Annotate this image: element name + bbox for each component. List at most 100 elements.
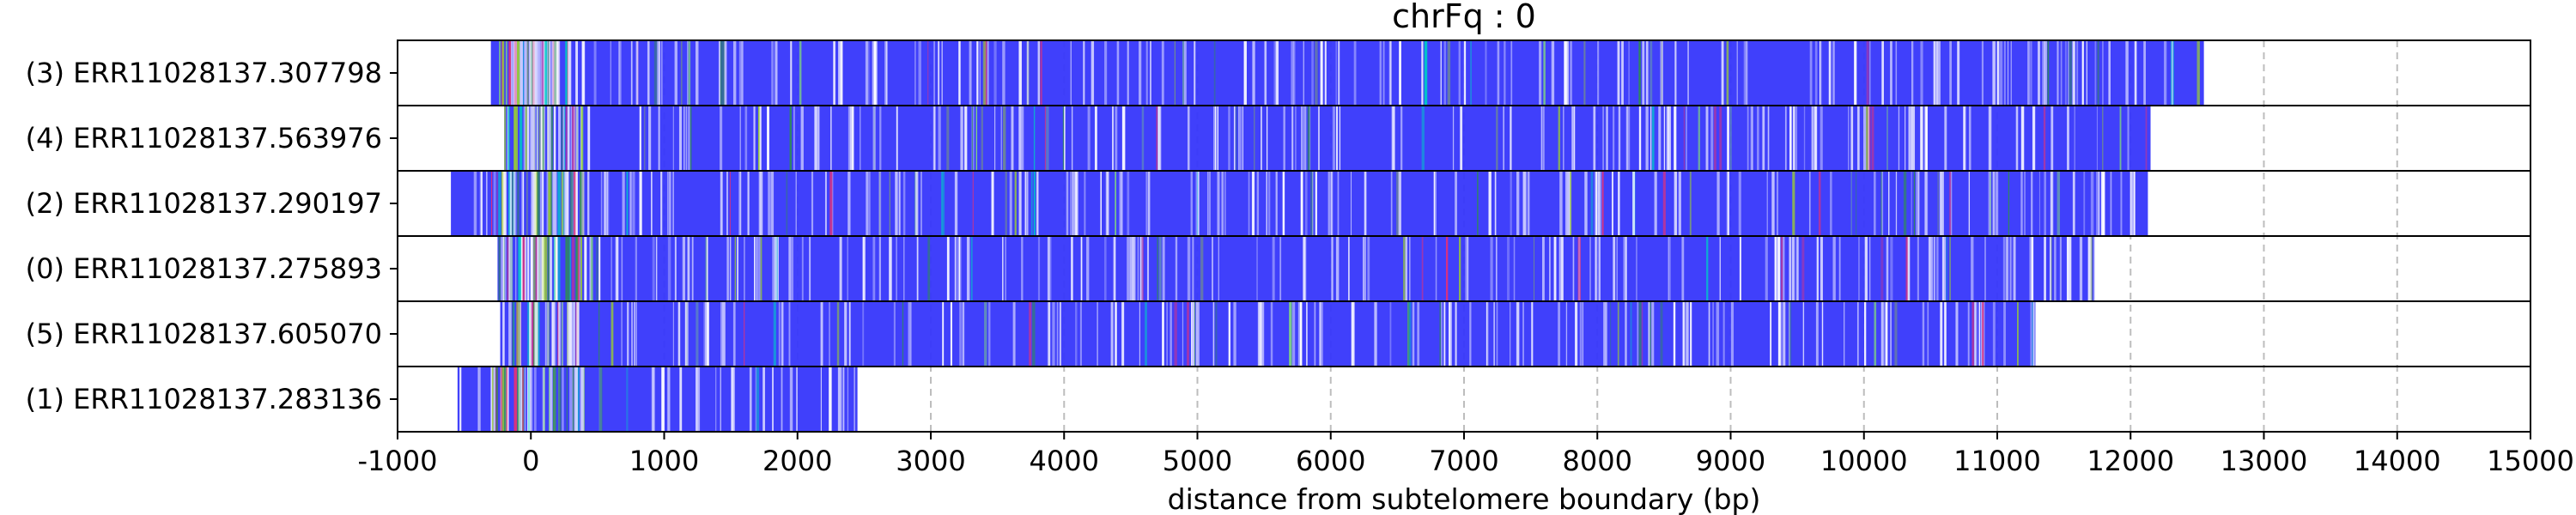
variant-stripe — [840, 41, 843, 105]
variant-stripe — [632, 172, 635, 235]
variant-stripe — [958, 41, 961, 105]
variant-stripe — [591, 237, 593, 300]
variant-stripe — [1863, 302, 1867, 366]
variant-stripe — [1968, 106, 1971, 170]
variant-stripe — [1976, 302, 1978, 366]
variant-stripe — [1821, 302, 1824, 366]
x-tick-label: 10000 — [1820, 445, 1908, 477]
variant-stripe — [1605, 106, 1607, 170]
variant-stripe — [1399, 41, 1401, 105]
variant-stripe — [1412, 302, 1415, 366]
variant-stripe — [1971, 302, 1974, 366]
variant-stripe — [580, 237, 583, 300]
variant-stripe — [1838, 237, 1841, 300]
variant-stripe — [1673, 302, 1676, 366]
variant-stripe — [2102, 172, 2104, 235]
variant-stripe — [760, 237, 762, 300]
variant-stripe — [1641, 302, 1643, 366]
variant-stripe — [1282, 172, 1285, 235]
variant-stripe — [1916, 172, 1919, 235]
variant-stripe — [1628, 41, 1630, 105]
variant-stripe — [512, 172, 513, 235]
variant-stripe — [1815, 302, 1819, 366]
variant-stripe — [577, 237, 580, 300]
variant-stripe — [626, 172, 629, 235]
variant-stripe — [546, 172, 549, 235]
variant-stripe — [660, 41, 663, 105]
variant-stripe — [898, 172, 901, 235]
variant-stripe — [1198, 302, 1200, 366]
variant-stripe — [1112, 106, 1114, 170]
variant-stripe — [635, 302, 637, 366]
variant-stripe — [1850, 106, 1854, 170]
variant-stripe — [1789, 106, 1792, 170]
variant-stripe — [1330, 172, 1334, 235]
variant-stripe — [1828, 41, 1831, 105]
variant-stripe — [1728, 106, 1729, 170]
variant-stripe — [502, 172, 507, 235]
variant-stripe — [1617, 41, 1620, 105]
variant-stripe — [1132, 237, 1133, 300]
variant-stripe — [1938, 41, 1941, 105]
variant-stripe — [507, 237, 510, 300]
variant-stripe — [508, 237, 511, 300]
variant-stripe — [1115, 302, 1117, 366]
variant-stripe — [1504, 41, 1506, 105]
variant-stripe — [674, 237, 677, 300]
variant-stripe — [647, 41, 650, 105]
variant-stripe — [688, 106, 690, 170]
variant-stripe — [916, 237, 919, 300]
variant-stripe — [1301, 106, 1303, 170]
variant-stripe — [889, 237, 892, 300]
variant-stripe — [1864, 237, 1868, 300]
variant-stripe — [1674, 106, 1677, 170]
variant-stripe — [1690, 302, 1692, 366]
variant-stripe — [960, 106, 963, 170]
variant-stripe — [2003, 302, 2006, 366]
variant-stripe — [844, 302, 848, 366]
variant-stripe — [2049, 237, 2051, 300]
variant-stripe — [562, 367, 564, 431]
variant-stripe — [809, 237, 811, 300]
variant-stripe — [987, 41, 989, 105]
variant-stripe — [1777, 302, 1781, 366]
variant-stripe — [1496, 302, 1498, 366]
variant-stripe — [829, 367, 832, 431]
variant-stripe — [1638, 106, 1642, 170]
variant-stripe — [558, 106, 561, 170]
variant-stripe — [1933, 41, 1936, 105]
variant-stripe — [1856, 106, 1860, 170]
variant-stripe — [532, 106, 534, 170]
variant-stripe — [660, 172, 663, 235]
variant-stripe — [496, 172, 498, 235]
variant-stripe — [1104, 237, 1107, 300]
variant-stripe — [1920, 106, 1922, 170]
variant-stripe — [1645, 106, 1649, 170]
variant-stripe — [1936, 237, 1939, 300]
variant-stripe — [1379, 41, 1382, 105]
variant-stripe — [548, 106, 551, 170]
variant-stripe — [2034, 302, 2038, 366]
variant-stripe — [562, 106, 564, 170]
row-label: (0) ERR11028137.275893 — [26, 252, 382, 285]
variant-stripe — [872, 106, 874, 170]
variant-stripe — [1299, 302, 1303, 366]
variant-stripe — [954, 172, 958, 235]
variant-stripe — [1187, 106, 1190, 170]
variant-stripe — [685, 106, 688, 170]
variant-stripe — [519, 237, 524, 300]
x-axis-label: distance from subtelomere boundary (bp) — [1168, 482, 1761, 515]
variant-stripe — [680, 41, 683, 105]
variant-stripe — [1944, 302, 1947, 366]
variant-stripe — [2096, 106, 2098, 170]
variant-stripe — [1097, 302, 1098, 366]
variant-stripe — [517, 41, 520, 105]
variant-stripe — [575, 41, 578, 105]
variant-stripe — [1801, 237, 1805, 300]
variant-stripe — [2069, 41, 2072, 105]
variant-stripe — [1351, 172, 1352, 235]
variant-stripe — [1331, 237, 1334, 300]
variant-stripe — [2032, 302, 2035, 366]
variant-stripe — [1745, 41, 1748, 105]
variant-stripe — [547, 237, 550, 300]
